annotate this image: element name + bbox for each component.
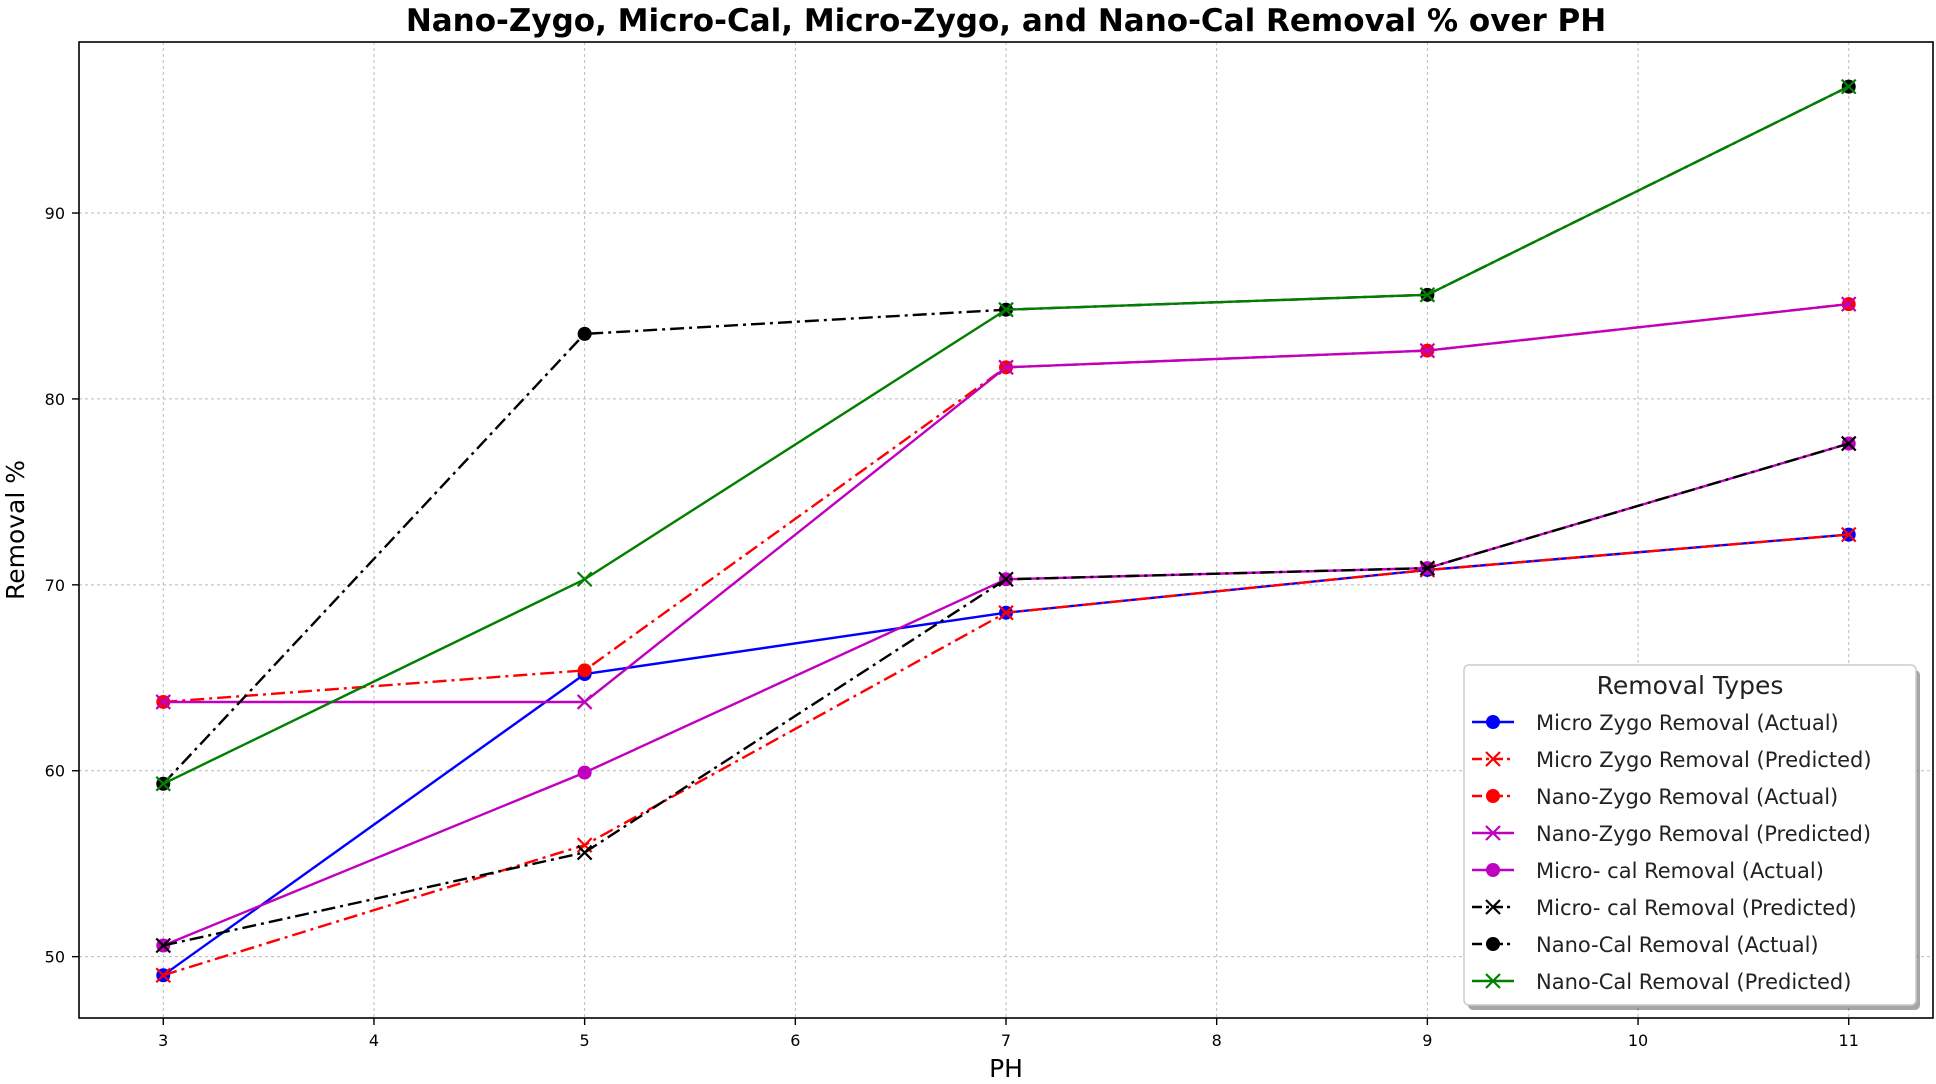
data-point [998,359,1014,376]
data-point [1419,342,1436,359]
data-point [998,301,1014,318]
legend-label: Nano-Zygo Removal (Predicted) [1536,822,1871,846]
data-point [1840,435,1857,452]
x-tick-label: 6 [790,1031,800,1050]
y-tick-label: 90 [45,204,65,223]
data-point [155,775,172,792]
data-point [155,694,172,710]
legend-label: Micro- cal Removal (Actual) [1536,859,1824,883]
x-tick-label: 5 [580,1031,590,1050]
x-tick-label: 11 [1839,1031,1859,1050]
x-tick-label: 7 [1001,1031,1011,1050]
data-point [998,571,1014,588]
legend-item: Micro Zygo Removal (Actual) [1472,711,1839,735]
legend-box [1463,664,1917,1006]
legend-label: Nano-Cal Removal (Actual) [1536,933,1819,957]
legend-swatch-marker [1485,825,1501,841]
legend-swatch-marker [1485,899,1501,915]
y-tick-label: 70 [45,576,65,595]
y-tick-label: 80 [45,390,65,409]
data-point [577,326,592,341]
legend-items: Micro Zygo Removal (Actual) Micro Zygo Re… [1472,711,1872,994]
data-point [1840,78,1857,95]
x-tick-label: 8 [1212,1031,1222,1050]
data-point [1840,296,1857,312]
legend-item: Nano-Cal Removal (Predicted) [1472,970,1851,994]
legend-title: Removal Types [1597,671,1784,700]
legend-swatch-marker [1485,751,1501,767]
chart-title: Nano-Zygo, Micro-Cal, Micro-Zygo, and Na… [406,3,1606,39]
x-tick-label: 4 [369,1031,379,1050]
y-tick-label: 50 [45,948,65,967]
legend-label: Micro Zygo Removal (Actual) [1536,711,1839,735]
data-point [1419,287,1436,303]
series-8 [155,78,1857,792]
legend-item: Micro Zygo Removal (Predicted) [1472,748,1872,772]
y-tick-label: 60 [45,762,65,781]
data-point [155,967,172,984]
legend-label: Micro Zygo Removal (Predicted) [1536,748,1872,772]
y-axis-label: Removal % [1,460,30,600]
legend-item: Micro- cal Removal (Predicted) [1472,896,1857,920]
data-point [576,571,593,588]
legend-label: Nano-Cal Removal (Predicted) [1536,970,1851,994]
data-point [577,765,592,780]
data-point [1419,560,1436,576]
legend-item: Micro- cal Removal (Actual) [1472,859,1824,883]
x-axis-label: PH [989,1054,1023,1083]
data-point [577,663,592,678]
legend-swatch-marker [1486,715,1500,729]
data-point [1840,526,1857,543]
legend: Removal Types Micro Zygo Removal (Actual… [1463,664,1920,1010]
x-tick-label: 9 [1422,1031,1432,1050]
legend-swatch-marker [1486,863,1500,877]
legend-item: Nano-Zygo Removal (Predicted) [1472,822,1871,846]
legend-item: Nano-Cal Removal (Actual) [1472,933,1819,957]
series-6 [155,435,1857,954]
series-layer [155,78,1857,984]
legend-swatch-marker [1486,937,1500,951]
x-tick-label: 10 [1628,1031,1648,1050]
legend-label: Nano-Zygo Removal (Actual) [1536,785,1838,809]
axis-ticks: 3 4 5 6 7 8 9 10 11 50 60 70 80 90 [45,204,1859,1050]
series-4 [155,296,1857,710]
legend-swatch-marker [1486,789,1500,803]
data-point [155,937,172,954]
data-point [998,604,1014,621]
legend-item: Nano-Zygo Removal (Actual) [1472,785,1838,809]
data-point [576,694,593,710]
data-point [576,844,593,861]
legend-swatch-marker [1485,973,1501,989]
legend-label: Micro- cal Removal (Predicted) [1536,896,1857,920]
x-tick-label: 3 [158,1031,168,1050]
